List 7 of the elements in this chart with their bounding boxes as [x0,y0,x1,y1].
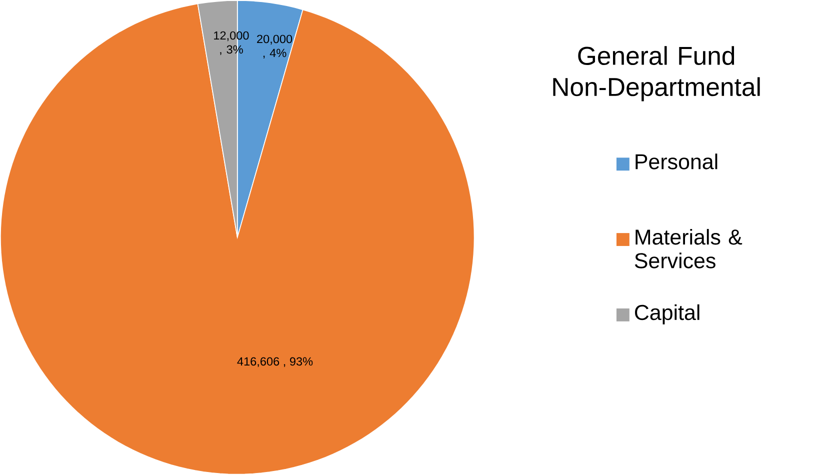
data-label: 416,606 , 93% [237,357,313,368]
data-label: 20,000 , 4% [257,34,292,59]
legend-label: Materials & Services [634,229,742,268]
legend-label: Capital [635,304,700,324]
legend-label: Personal [636,154,718,170]
data-label: 12,000 , 3% [214,31,249,56]
text: General Fund Non-Departmental [553,46,760,102]
